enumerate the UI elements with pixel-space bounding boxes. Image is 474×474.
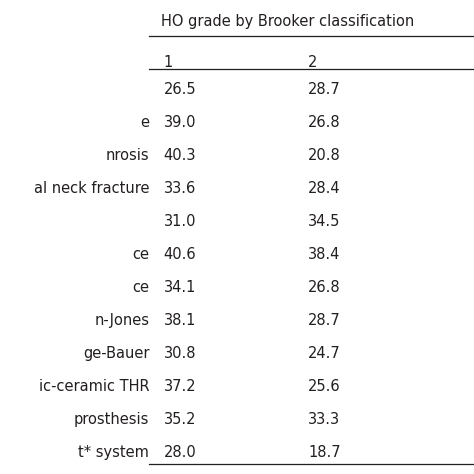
Text: 20.8: 20.8 <box>308 148 341 164</box>
Text: 28.4: 28.4 <box>308 182 341 196</box>
Text: e: e <box>140 116 149 130</box>
Text: 2: 2 <box>308 55 318 70</box>
Text: ce: ce <box>132 247 149 263</box>
Text: 33.6: 33.6 <box>164 182 196 196</box>
Text: 28.0: 28.0 <box>164 445 196 460</box>
Text: 28.7: 28.7 <box>308 82 341 98</box>
Text: 38.4: 38.4 <box>308 247 340 263</box>
Text: 34.1: 34.1 <box>164 280 196 295</box>
Text: 31.0: 31.0 <box>164 214 196 229</box>
Text: 1: 1 <box>164 55 173 70</box>
Text: 39.0: 39.0 <box>164 116 196 130</box>
Text: 33.3: 33.3 <box>308 412 340 427</box>
Text: ce: ce <box>132 280 149 295</box>
Text: 35.2: 35.2 <box>164 412 196 427</box>
Text: 24.7: 24.7 <box>308 346 341 361</box>
Text: n-Jones: n-Jones <box>94 313 149 328</box>
Text: 37.2: 37.2 <box>164 379 196 394</box>
Text: 38.1: 38.1 <box>164 313 196 328</box>
Text: 28.7: 28.7 <box>308 313 341 328</box>
Text: al neck fracture: al neck fracture <box>34 182 149 196</box>
Text: 34.5: 34.5 <box>308 214 340 229</box>
Text: 26.8: 26.8 <box>308 116 341 130</box>
Text: HO grade by Brooker classification: HO grade by Brooker classification <box>161 14 414 29</box>
Text: t* system: t* system <box>78 445 149 460</box>
Text: 26.5: 26.5 <box>164 82 196 98</box>
Text: 18.7: 18.7 <box>308 445 341 460</box>
Text: 25.6: 25.6 <box>308 379 341 394</box>
Text: 40.3: 40.3 <box>164 148 196 164</box>
Text: ic-ceramic THR: ic-ceramic THR <box>39 379 149 394</box>
Text: ge-Bauer: ge-Bauer <box>83 346 149 361</box>
Text: nrosis: nrosis <box>106 148 149 164</box>
Text: prosthesis: prosthesis <box>74 412 149 427</box>
Text: 40.6: 40.6 <box>164 247 196 263</box>
Text: 30.8: 30.8 <box>164 346 196 361</box>
Text: 26.8: 26.8 <box>308 280 341 295</box>
